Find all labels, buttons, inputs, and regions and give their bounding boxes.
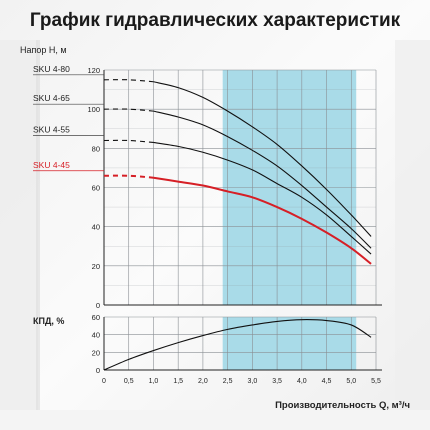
y-tick-label: 0 [96,366,100,375]
x-tick-label: 0 [102,378,106,385]
series-label: SKU 4-55 [33,125,70,135]
working-range-band [222,317,357,370]
series-label: SKU 4-80 [33,64,70,74]
x-tick-label: 4,0 [297,378,307,385]
chart-title: График гидравлических характеристик [29,10,401,31]
x-tick-label: 2,0 [198,378,208,385]
x-tick-label: 4,5 [322,378,332,385]
x-tick-label: 3,5 [272,378,282,385]
y-tick-label: 40 [92,223,100,232]
y-tick-label: 120 [87,66,100,75]
x-tick-label: 1,0 [149,378,159,385]
y-tick-label: 40 [92,331,100,340]
curve-sku-4-45 [153,176,372,265]
x-tick-label: 1,5 [173,378,183,385]
y-tick-label: 60 [92,184,100,193]
y-tick-label: 80 [92,144,100,153]
y-axis-title-head: Напор H, м [20,45,67,55]
series-label: SKU 4-45 [33,160,70,170]
x-tick-label: 3,0 [247,378,257,385]
y-axis-title-efficiency: КПД, % [33,316,64,326]
x-tick-label: 5,5 [371,378,381,385]
x-axis-title: Производительность Q, м³/ч [275,400,410,411]
y-tick-label: 100 [87,105,100,114]
x-tick-label: 5,0 [346,378,356,385]
series-label: SKU 4-65 [33,93,70,103]
y-tick-label: 60 [92,313,100,322]
x-tick-label: 2,5 [223,378,233,385]
y-tick-label: 20 [92,348,100,357]
curve-sku-4-65 [153,110,372,249]
x-tick-label: 0,5 [124,378,134,385]
y-tick-label: 20 [92,262,100,271]
y-tick-label: 0 [96,301,100,310]
curve-sku-4-80 [153,81,372,237]
efficiency-curve [103,319,372,371]
curve-sku-4-55 [153,141,372,255]
